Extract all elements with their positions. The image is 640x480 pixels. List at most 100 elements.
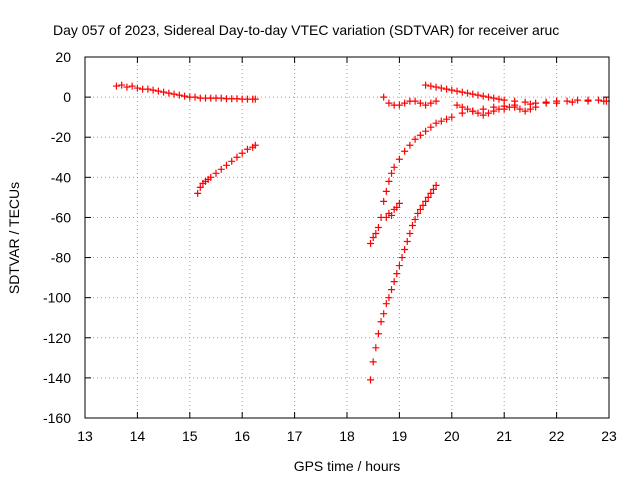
y-tick-label: -60	[51, 209, 71, 225]
data-point	[469, 107, 477, 115]
data-point	[385, 294, 393, 302]
data-point	[458, 88, 466, 96]
data-point	[369, 234, 377, 241]
data-point	[414, 209, 422, 217]
data-point	[128, 82, 136, 90]
data-point	[170, 90, 178, 98]
series-arc-7	[422, 81, 610, 107]
y-tick-label: -140	[43, 370, 71, 386]
data-point	[380, 310, 388, 318]
data-point	[416, 131, 424, 139]
data-point	[427, 123, 435, 131]
data-point	[395, 199, 403, 207]
data-point	[222, 161, 230, 169]
data-point	[464, 89, 472, 97]
series-arc-1	[112, 81, 259, 103]
data-point	[432, 97, 440, 105]
data-point	[526, 105, 534, 113]
x-tick-label: 21	[496, 428, 512, 444]
data-point	[154, 87, 162, 95]
data-point	[479, 111, 487, 119]
data-point	[500, 96, 508, 104]
data-point	[474, 109, 482, 117]
data-point	[149, 86, 157, 94]
data-point	[380, 197, 388, 205]
data-point	[374, 223, 382, 231]
data-point	[217, 165, 225, 173]
data-point	[595, 96, 603, 104]
data-point	[479, 92, 487, 100]
data-point	[511, 103, 519, 111]
series-arc-6	[380, 93, 440, 109]
data-point	[243, 145, 251, 153]
data-point	[401, 99, 409, 107]
x-tick-label: 19	[392, 428, 408, 444]
data-point	[393, 203, 401, 211]
data-point	[217, 94, 225, 102]
data-point	[432, 119, 440, 127]
x-tick-label: 15	[182, 428, 198, 444]
data-point	[469, 90, 477, 98]
data-point	[372, 229, 380, 237]
data-point	[458, 103, 466, 111]
data-point	[228, 157, 236, 165]
data-point	[521, 98, 529, 106]
x-tick-label: 13	[77, 428, 93, 444]
data-point	[133, 84, 141, 92]
data-point	[416, 205, 424, 213]
y-tick-label: 20	[55, 49, 71, 65]
y-tick-label: 0	[63, 89, 71, 105]
data-point	[388, 211, 396, 219]
data-point	[123, 83, 131, 91]
data-point	[377, 318, 385, 326]
data-point	[495, 95, 503, 103]
data-point	[385, 177, 393, 185]
data-point	[382, 187, 390, 195]
data-point	[429, 185, 437, 193]
data-point	[422, 127, 430, 135]
grid	[85, 57, 609, 418]
data-point	[409, 221, 416, 229]
data-point	[369, 358, 377, 366]
data-point	[542, 98, 550, 106]
data-point	[490, 94, 498, 102]
series-arc-5	[367, 181, 440, 384]
data-point	[411, 135, 419, 143]
data-point	[118, 81, 126, 89]
data-point	[367, 376, 375, 384]
data-point	[424, 193, 432, 201]
data-point	[458, 109, 466, 117]
data-point	[251, 141, 259, 149]
plot-frame	[84, 56, 610, 419]
data-point	[422, 197, 430, 205]
data-point	[398, 254, 406, 262]
data-point	[160, 88, 168, 96]
data-point	[500, 105, 508, 113]
data-point	[406, 229, 414, 237]
data-point	[448, 86, 456, 94]
data-point	[411, 215, 419, 223]
series-arc-3	[367, 97, 608, 248]
data-point	[484, 109, 492, 117]
data-point	[511, 97, 519, 105]
data-point	[427, 189, 435, 197]
data-point	[437, 84, 445, 92]
x-axis-label: GPS time / hours	[294, 458, 401, 474]
data-point	[238, 149, 246, 157]
data-point	[563, 97, 571, 105]
data-point	[422, 101, 430, 109]
x-tick-label: 14	[130, 428, 146, 444]
data-points	[112, 81, 610, 384]
y-tick-label: -20	[51, 129, 71, 145]
data-point	[411, 97, 419, 105]
data-point	[437, 117, 445, 125]
data-point	[553, 97, 561, 105]
data-point	[393, 270, 401, 278]
data-point	[490, 107, 498, 115]
data-point	[453, 87, 461, 95]
data-point	[406, 141, 414, 149]
data-point	[388, 286, 396, 294]
data-point	[474, 91, 482, 99]
data-point	[427, 99, 435, 107]
x-tick-labels: 13 14 15 16 17 18 19 20 21 22 23	[77, 428, 617, 444]
